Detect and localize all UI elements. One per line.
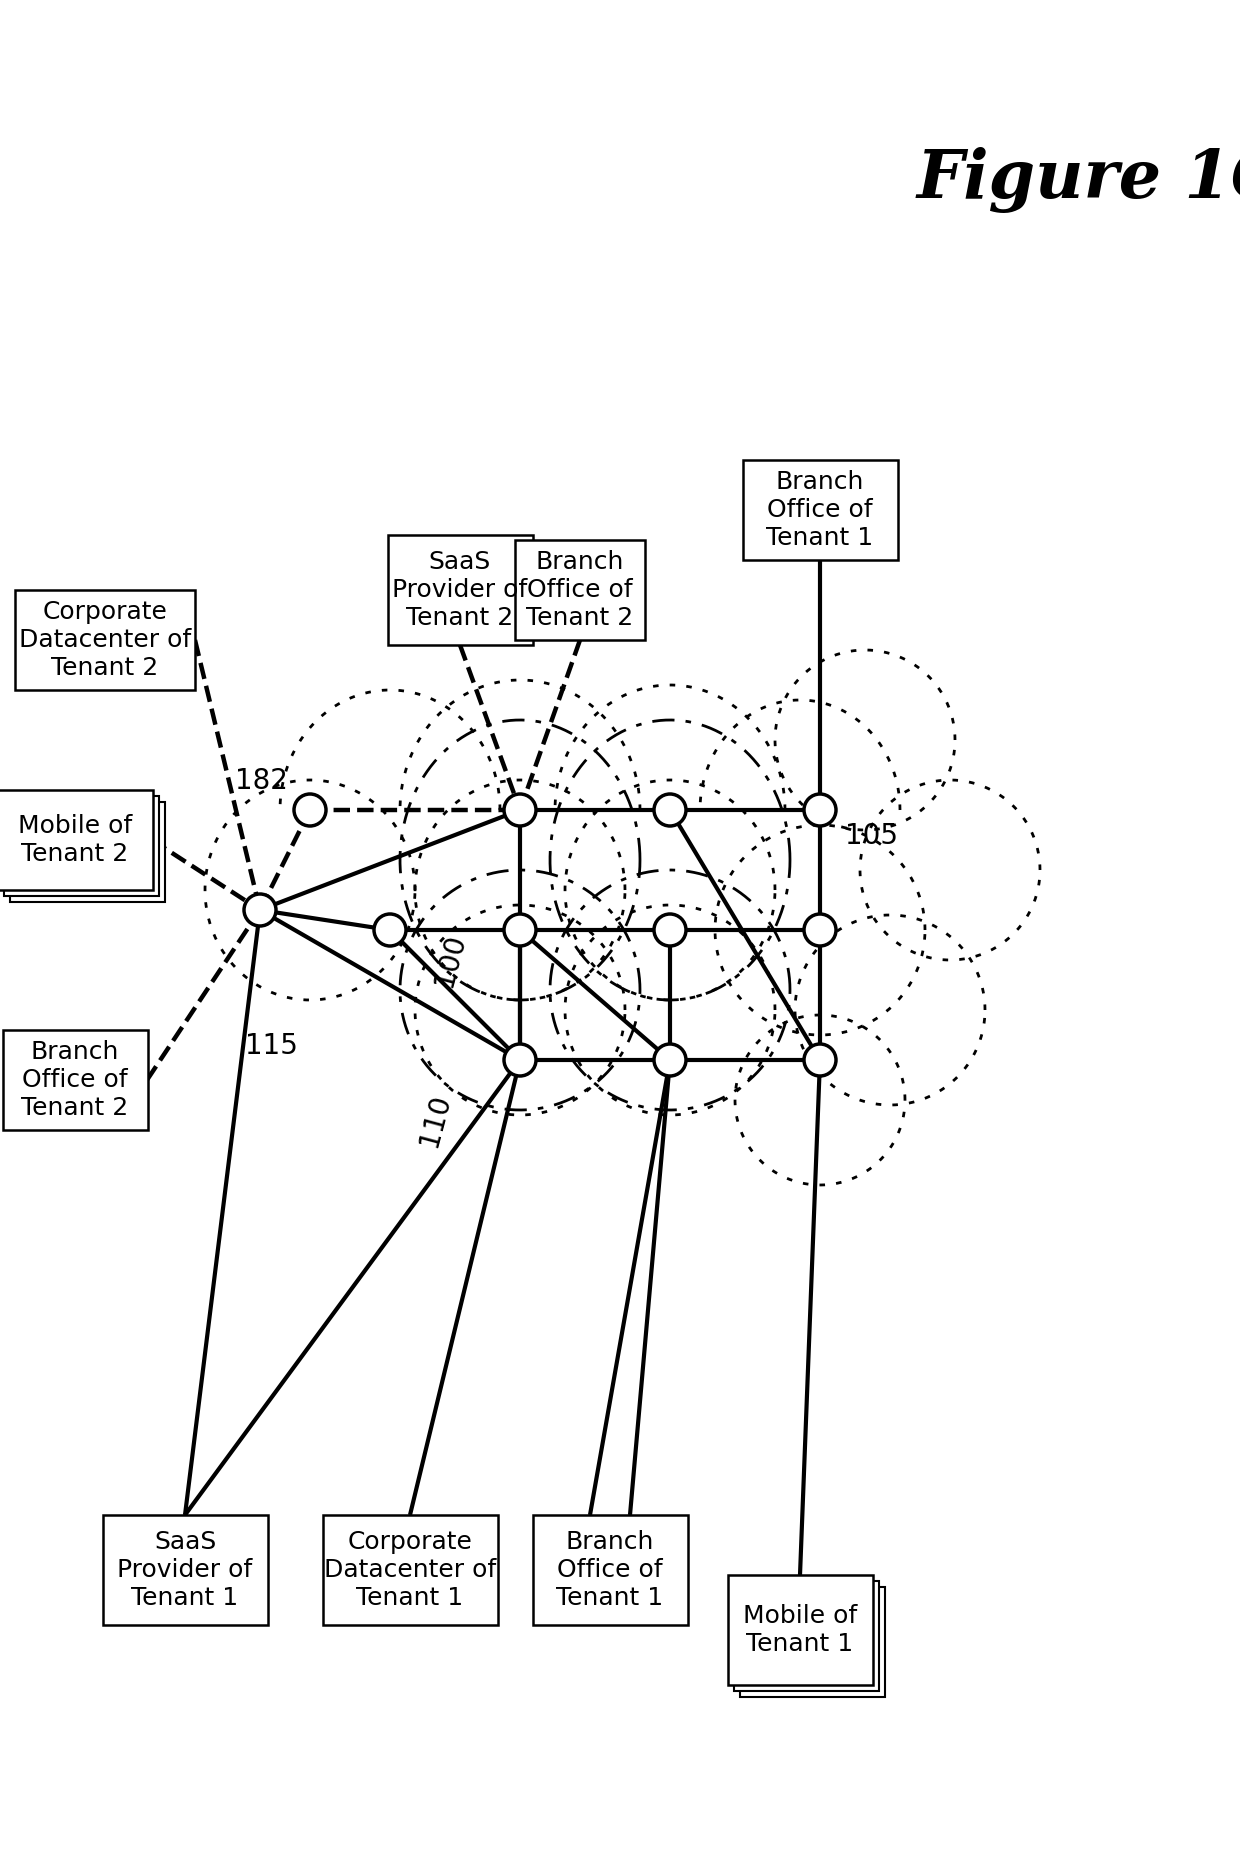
FancyBboxPatch shape	[4, 796, 159, 897]
FancyBboxPatch shape	[532, 1516, 687, 1626]
Text: Branch
Office of
Tenant 1: Branch Office of Tenant 1	[557, 1531, 663, 1609]
Text: 100: 100	[430, 932, 471, 990]
Circle shape	[653, 913, 686, 947]
Text: 110: 110	[415, 1092, 456, 1149]
FancyBboxPatch shape	[2, 1030, 148, 1131]
Text: Figure 1C: Figure 1C	[916, 147, 1240, 214]
Circle shape	[244, 895, 277, 926]
FancyBboxPatch shape	[728, 1575, 873, 1685]
Circle shape	[503, 913, 536, 947]
FancyBboxPatch shape	[743, 459, 898, 560]
FancyBboxPatch shape	[15, 590, 195, 690]
Circle shape	[503, 794, 536, 826]
Text: Corporate
Datacenter of
Tenant 2: Corporate Datacenter of Tenant 2	[19, 601, 191, 679]
FancyBboxPatch shape	[322, 1516, 497, 1626]
Text: 182: 182	[236, 766, 288, 794]
FancyBboxPatch shape	[387, 536, 532, 645]
Circle shape	[653, 1043, 686, 1075]
Circle shape	[503, 1043, 536, 1075]
Circle shape	[653, 794, 686, 826]
Circle shape	[804, 1043, 836, 1075]
Text: Mobile of
Tenant 1: Mobile of Tenant 1	[743, 1603, 857, 1655]
Text: Corporate
Datacenter of
Tenant 1: Corporate Datacenter of Tenant 1	[324, 1531, 496, 1609]
FancyBboxPatch shape	[10, 802, 165, 902]
Circle shape	[294, 794, 326, 826]
Circle shape	[374, 913, 405, 947]
Text: Branch
Office of
Tenant 2: Branch Office of Tenant 2	[21, 1040, 129, 1120]
Text: Branch
Office of
Tenant 1: Branch Office of Tenant 1	[766, 471, 873, 551]
FancyBboxPatch shape	[0, 790, 153, 889]
FancyBboxPatch shape	[103, 1516, 268, 1626]
FancyBboxPatch shape	[515, 539, 645, 640]
FancyBboxPatch shape	[734, 1581, 878, 1691]
Text: SaaS
Provider of
Tenant 1: SaaS Provider of Tenant 1	[118, 1531, 253, 1609]
FancyBboxPatch shape	[739, 1587, 884, 1696]
Text: 115: 115	[246, 1032, 298, 1060]
Text: 105: 105	[844, 822, 898, 850]
Circle shape	[804, 913, 836, 947]
Text: Branch
Office of
Tenant 2: Branch Office of Tenant 2	[526, 551, 634, 631]
Circle shape	[804, 794, 836, 826]
Text: SaaS
Provider of
Tenant 2: SaaS Provider of Tenant 2	[392, 551, 528, 631]
Text: Mobile of
Tenant 2: Mobile of Tenant 2	[17, 815, 133, 867]
